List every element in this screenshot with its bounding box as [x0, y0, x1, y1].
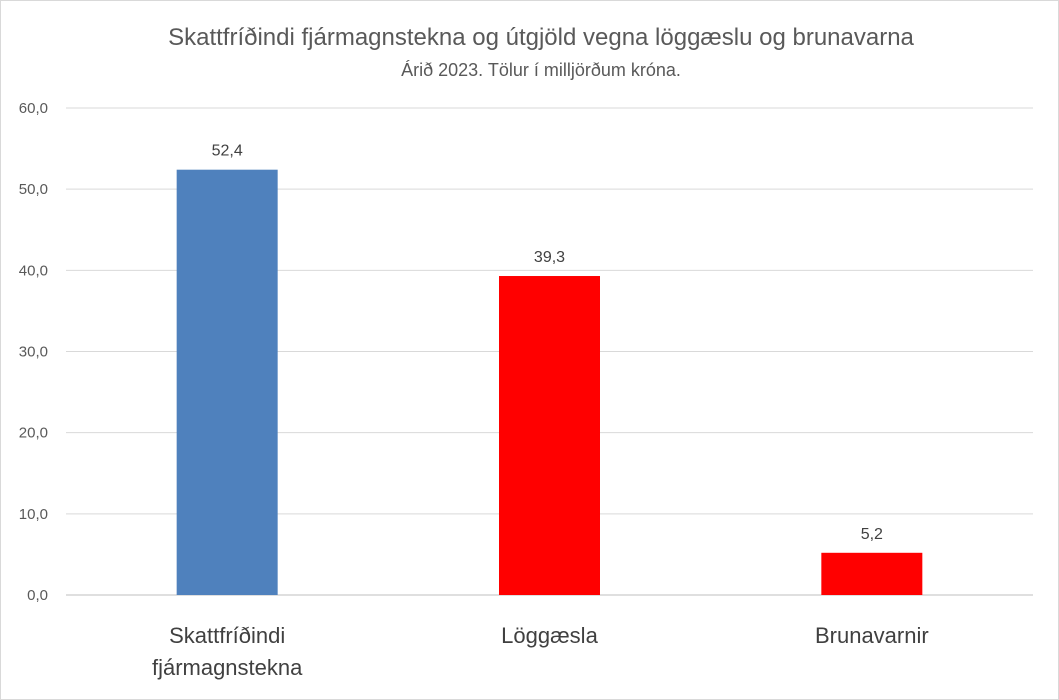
x-tick-label: Brunavarnir — [815, 623, 929, 648]
y-tick-label: 50,0 — [19, 181, 48, 198]
bar — [499, 276, 600, 595]
x-tick-label: Löggæsla — [501, 623, 598, 648]
data-label: 39,3 — [534, 249, 565, 266]
y-tick-label: 10,0 — [19, 506, 48, 523]
y-tick-label: 20,0 — [19, 425, 48, 442]
chart-title: Skattfríðindi fjármagnstekna og útgjöld … — [168, 24, 914, 51]
chart-subtitle: Árið 2023. Tölur í milljörðum króna. — [401, 60, 681, 80]
x-tick-label: fjármagnstekna — [152, 655, 303, 680]
y-tick-label: 30,0 — [19, 344, 48, 361]
y-axis-ticks: 0,0 10,0 20,0 30,0 40,0 50,0 60,0 — [19, 100, 48, 604]
bars — [176, 169, 923, 596]
data-label: 52,4 — [212, 143, 243, 160]
y-tick-label: 40,0 — [19, 262, 48, 279]
y-tick-label: 0,0 — [27, 587, 48, 604]
x-tick-label: Skattfríðindi — [169, 623, 285, 648]
data-labels: 52,4 39,3 5,2 — [212, 143, 883, 543]
x-axis-ticks: Skattfríðindi fjármagnstekna Löggæsla Bruna… — [152, 623, 929, 680]
bar — [176, 169, 278, 596]
y-tick-label: 60,0 — [19, 100, 48, 117]
data-label: 5,2 — [861, 526, 883, 543]
bar — [821, 552, 923, 595]
